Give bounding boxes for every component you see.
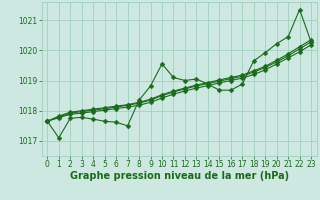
X-axis label: Graphe pression niveau de la mer (hPa): Graphe pression niveau de la mer (hPa)	[70, 171, 289, 181]
